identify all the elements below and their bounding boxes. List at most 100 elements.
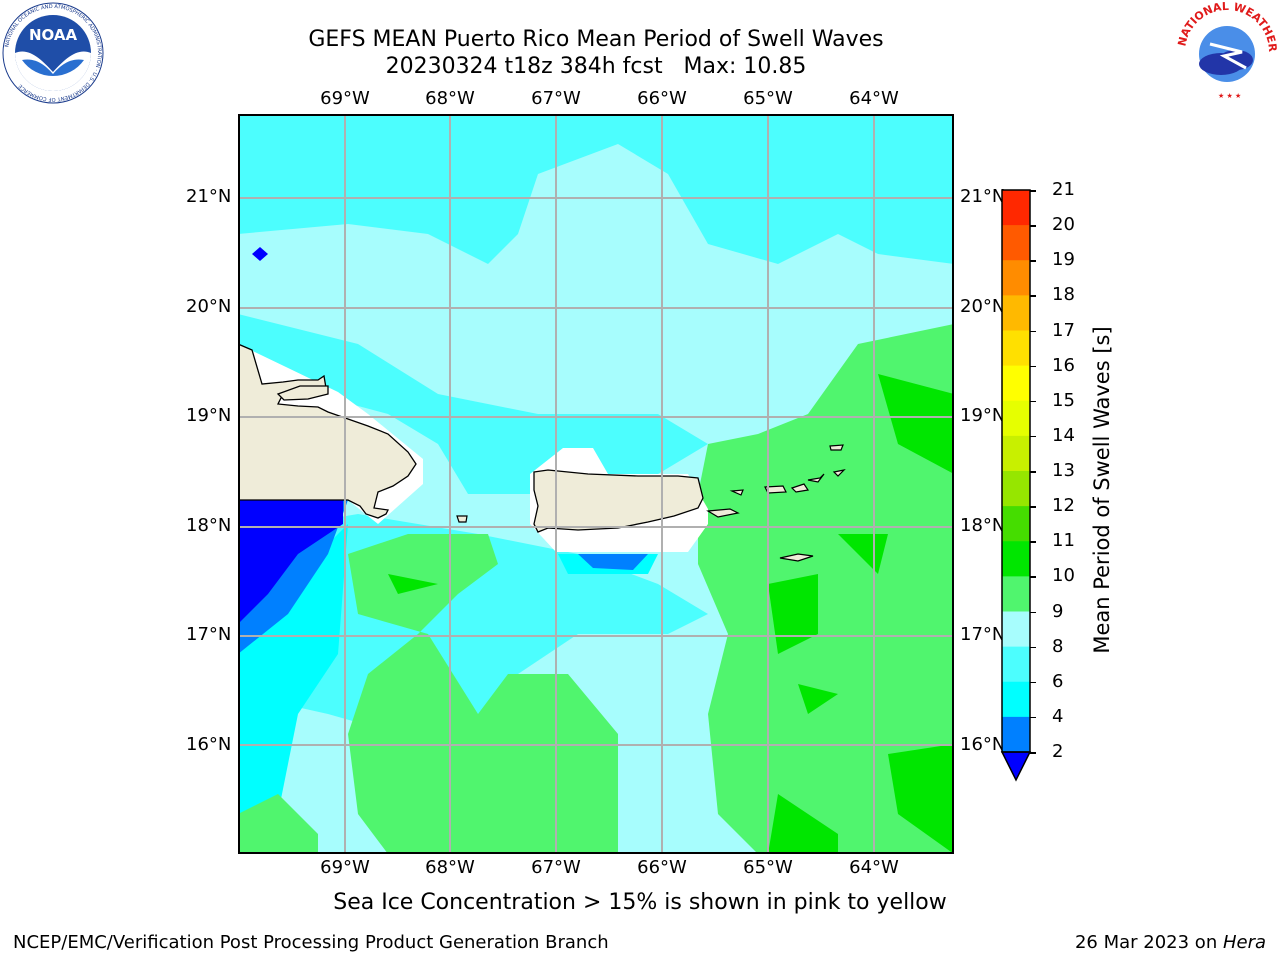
footer-credit: NCEP/EMC/Verification Post Processing Pr… (13, 932, 609, 953)
colorbar-segment (1002, 471, 1030, 507)
lat-label-left: 17°N (186, 624, 232, 645)
colorbar-tick-label: 21 (1052, 179, 1075, 200)
colorbar-segment (1002, 400, 1030, 437)
colorbar-tick (1030, 260, 1036, 262)
field-9-10s-south (348, 534, 618, 854)
map-title: GEFS MEAN Puerto Rico Mean Period of Swe… (308, 27, 884, 52)
colorbar-tick-label: 19 (1052, 249, 1075, 271)
colorbar-segment (1002, 646, 1030, 683)
colorbar (1000, 186, 1040, 786)
colorbar-tick (1030, 681, 1036, 684)
colorbar-tick (1030, 295, 1036, 297)
colorbar-tick-label: 9 (1052, 600, 1064, 622)
field-9-10s-east (698, 324, 954, 854)
field-7-8s-north (238, 114, 954, 264)
colorbar-tick (1030, 330, 1036, 332)
colorbar-tick-label: 16 (1052, 354, 1075, 376)
colorbar-label: Mean Period of Swell Waves [s] (1090, 326, 1114, 654)
field-4-6s-pr (578, 554, 648, 570)
map-subtitle: 20230324 t18z 384h fcst Max: 10.85 (385, 54, 807, 79)
field-10-11s-s3 (798, 684, 838, 714)
hispaniola-north-coast (276, 385, 329, 401)
mona-island (456, 515, 468, 523)
colorbar-segment (1002, 225, 1030, 261)
lon-label-bottom: 68°W (425, 857, 475, 878)
colorbar-tick (1030, 365, 1036, 368)
st-croix-island (779, 553, 814, 562)
colorbar-tick-label: 14 (1052, 424, 1075, 446)
colorbar-segment (1002, 435, 1030, 472)
lon-label-bottom: 65°W (743, 857, 793, 878)
colorbar-segment (1002, 506, 1030, 542)
colorbar-segment (1002, 681, 1030, 718)
virgin-islands-1 (729, 489, 744, 496)
colorbar-tick-label: 20 (1052, 214, 1075, 236)
colorbar-tick (1030, 646, 1036, 649)
field-10-11s-s1 (388, 574, 438, 594)
colorbar-tick-label: 8 (1052, 635, 1064, 657)
field-10-11s-e3 (768, 574, 818, 654)
lat-label-right: 20°N (960, 296, 1006, 317)
lat-label-right: 21°N (960, 186, 1006, 207)
lon-label-top: 64°W (849, 88, 899, 109)
colorbar-tick-label: 6 (1052, 670, 1064, 692)
lon-label-bottom: 64°W (849, 857, 899, 878)
colorbar-tick (1030, 611, 1036, 613)
colorbar-tick (1030, 471, 1036, 473)
swell-period-map (238, 114, 954, 854)
colorbar-tick-label: 15 (1052, 389, 1075, 411)
lat-label-left: 21°N (186, 186, 232, 207)
colorbar-tick (1030, 506, 1036, 508)
colorbar-tick (1030, 435, 1036, 438)
colorbar-tick-label: 10 (1052, 565, 1075, 587)
lon-label-bottom: 67°W (531, 857, 581, 878)
colorbar-segment (1002, 365, 1030, 402)
colorbar-label-wrap: Mean Period of Swell Waves [s] (1082, 326, 1122, 653)
colorbar-tick (1030, 400, 1036, 403)
lat-label-right: 16°N (960, 734, 1006, 755)
colorbar-tick (1030, 225, 1036, 227)
field-2-4s-west (238, 500, 343, 624)
noaa-logo: NOAA NATIONAL OCEANIC AND ATMOSPHERIC AD… (2, 2, 104, 104)
colorbar-tick-label: 12 (1052, 495, 1075, 517)
graticule (238, 114, 954, 854)
colorbar-tick-label: 17 (1052, 319, 1075, 341)
colorbar-tick (1030, 190, 1036, 192)
colorbar-tick-label: 13 (1052, 460, 1075, 481)
lat-label-left: 16°N (186, 734, 232, 755)
small-islet (832, 469, 846, 477)
virgin-islands-3 (790, 483, 810, 493)
lon-label-top: 68°W (425, 88, 475, 109)
field-10-11s-e1 (878, 374, 954, 474)
lat-label-left: 18°N (186, 515, 232, 536)
lon-label-bottom: 69°W (320, 857, 370, 878)
colorbar-segment (1002, 611, 1030, 648)
colorbar-segment (1002, 541, 1030, 577)
lat-label-right: 19°N (960, 405, 1006, 426)
field-10-11s-e2 (838, 534, 888, 574)
hispaniola-island (238, 343, 417, 519)
colorbar-segment (1002, 716, 1030, 753)
colorbar-tick (1030, 541, 1036, 543)
lat-label-left: 19°N (186, 405, 232, 426)
footer-date: 26 Mar 2023 on Hera (1074, 932, 1266, 953)
colorbar-segment (1002, 260, 1030, 296)
virgin-islands-4 (807, 473, 825, 483)
colorbar-segment (1002, 330, 1030, 367)
colorbar-tick-label: 4 (1052, 705, 1064, 727)
lon-label-top: 69°W (320, 88, 370, 109)
colorbar-segment (1002, 295, 1030, 331)
colorbar-tick-label: 2 (1052, 741, 1064, 762)
colorbar-segment (1002, 190, 1030, 226)
colorbar-tick (1030, 716, 1036, 719)
vieques-island (706, 508, 740, 518)
field-2-4s-point (252, 247, 268, 261)
lat-label-right: 18°N (960, 515, 1006, 536)
anegada-island (829, 444, 844, 451)
lat-label-right: 17°N (960, 624, 1006, 645)
lon-label-top: 66°W (637, 88, 687, 109)
lon-label-bottom: 66°W (637, 857, 687, 878)
lon-label-top: 65°W (743, 88, 793, 109)
field-10-11s-e4 (888, 744, 954, 854)
field-9-10s-sw (238, 794, 318, 854)
